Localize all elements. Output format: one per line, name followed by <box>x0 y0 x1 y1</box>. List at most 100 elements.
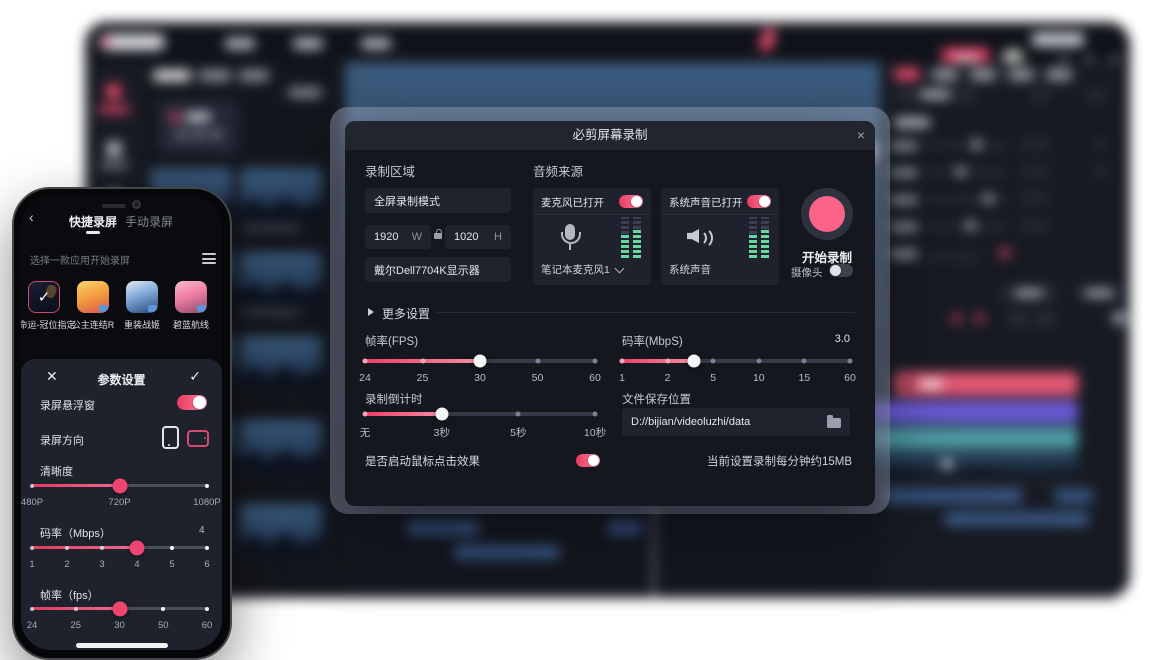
folder-icon[interactable] <box>827 415 841 428</box>
slider-tick <box>362 411 368 417</box>
slider-tick-label: 1 <box>619 372 625 384</box>
save-path-field[interactable]: D://bijian/videoluzhi/data <box>622 408 850 436</box>
slider-tick-label: 10 <box>752 372 765 384</box>
record-mode-select[interactable]: 全屏录制模式 <box>365 188 511 213</box>
tab-manual-record[interactable]: 手动录屏 <box>124 215 174 229</box>
slider-tick <box>535 358 540 364</box>
slider-thumb[interactable] <box>112 478 127 493</box>
microphone-icon <box>559 224 581 254</box>
fps-slider[interactable]: 24 25 30 50 60 <box>359 354 601 384</box>
phone-fps-label: 帧率（fps） <box>40 590 99 602</box>
slider-thumb[interactable] <box>129 540 145 555</box>
bitrate-value: 3.0 <box>834 333 850 345</box>
slider-tick-label: 60 <box>201 620 213 631</box>
app-icon-azur-lane[interactable] <box>175 281 207 313</box>
phone-speaker <box>102 204 126 208</box>
app-icon-fgo[interactable]: ✓ <box>28 281 60 313</box>
more-settings-label[interactable]: 更多设置 <box>382 307 431 321</box>
slider-tick <box>362 358 368 364</box>
display-value: 戴尔Dell7704K显示器 <box>374 264 480 277</box>
height-unit: H <box>494 231 502 243</box>
screen-record-dialog: 必剪屏幕录制 × 录制区域 全屏录制模式 1920 W 1020 H 戴尔Del… <box>345 121 875 506</box>
audio-clip <box>455 545 560 559</box>
slider-tick <box>847 358 853 364</box>
dialog-titlebar <box>345 121 875 150</box>
mouse-effect-label: 是否启动鼠标点击效果 <box>365 456 480 468</box>
system-sound-toggle[interactable] <box>747 195 771 208</box>
app-label: 重装战姬 <box>123 320 161 330</box>
app-icon-final-gear[interactable] <box>126 281 158 313</box>
slider-tick <box>65 545 69 550</box>
mic-toggle[interactable] <box>619 195 643 208</box>
slider-thumb[interactable] <box>473 354 487 368</box>
phone-fps-slider[interactable]: 24 25 30 50 60 <box>27 601 212 632</box>
phone-bitrate-slider[interactable]: 1 2 3 4 5 6 <box>29 540 210 571</box>
mic-level-meter <box>621 216 641 258</box>
slider-tick <box>205 545 209 550</box>
float-window-toggle[interactable] <box>177 395 207 410</box>
close-icon[interactable]: ✕ <box>46 368 58 384</box>
mic-device-dropdown[interactable]: 笔记本麦克风1 <box>541 262 625 277</box>
start-record-button[interactable] <box>801 188 853 240</box>
close-icon[interactable]: × <box>856 127 865 143</box>
chevron-down-icon <box>614 263 625 274</box>
slider-tick-label: 6 <box>204 559 210 570</box>
slider-tick-label: 50 <box>531 372 544 384</box>
slider-tick-label: 1080P <box>193 497 221 508</box>
slider-tick-label: 24 <box>359 372 371 384</box>
choose-app-hint: 选择一款应用开始录屏 <box>30 256 130 267</box>
orientation-portrait-icon[interactable] <box>162 426 179 449</box>
slider-tick <box>592 411 598 417</box>
orientation-landscape-icon[interactable] <box>187 430 209 447</box>
tab-quick-record[interactable]: 快捷录屏 <box>68 215 118 229</box>
slider-tick-label: 2 <box>64 559 70 570</box>
slider-tick-label: 720P <box>108 497 131 508</box>
audio-clip <box>408 521 479 535</box>
app-badge <box>99 305 108 312</box>
countdown-label: 录制倒计时 <box>365 394 423 406</box>
save-path-label: 文件保存位置 <box>622 394 691 406</box>
display-select[interactable]: 戴尔Dell7704K显示器 <box>365 257 511 282</box>
timeline-track-purple <box>862 401 1078 423</box>
slider-thumb[interactable] <box>435 407 449 421</box>
slider-thumb[interactable] <box>112 601 127 616</box>
confirm-icon[interactable]: ✓ <box>189 368 201 384</box>
record-dot <box>809 196 845 232</box>
system-status-label: 系统声音已打开 <box>669 197 743 209</box>
size-note: 当前设置录制每分钟约15MB <box>706 456 852 468</box>
timeline-track-teal <box>862 427 1078 449</box>
slider-tick <box>592 358 598 364</box>
slider-tick-label: 1 <box>29 559 35 570</box>
slider-tick <box>100 545 104 550</box>
slider-thumb[interactable] <box>687 354 701 368</box>
camera-toggle[interactable] <box>829 264 853 277</box>
bitrate-slider[interactable]: 1 2 5 10 15 60 <box>619 354 856 384</box>
back-icon[interactable]: ‹ <box>29 209 34 225</box>
slider-tick-label: 3秒 <box>433 427 450 439</box>
expand-triangle-icon[interactable] <box>368 308 374 316</box>
clarity-label: 清晰度 <box>40 466 73 478</box>
audio-source-label: 音频来源 <box>533 165 584 179</box>
app-label: 命运-冠位指定 <box>21 320 76 330</box>
width-field[interactable]: 1920 W <box>365 225 431 249</box>
height-field[interactable]: 1020 H <box>445 225 511 249</box>
float-window-label: 录屏悬浮窗 <box>40 400 95 412</box>
slider-tick-label: 30 <box>474 372 486 384</box>
slider-tick <box>515 411 521 417</box>
countdown-slider[interactable]: 无 3秒 5秒 10秒 <box>360 407 606 439</box>
slider-tick-label: 5 <box>710 372 717 384</box>
menu-icon[interactable] <box>202 253 216 267</box>
app-icon-princess-connect[interactable] <box>77 281 109 313</box>
clarity-slider[interactable]: 480P 720P 1080P <box>21 478 221 509</box>
system-device-value: 系统声音 <box>669 264 711 276</box>
phone-screen: ‹ 快捷录屏 手动录屏 选择一款应用开始录屏 ✓ 命运-冠位指定 公主连结R 重… <box>21 196 222 650</box>
width-value: 1920 <box>374 231 399 243</box>
lock-icon[interactable] <box>434 229 442 239</box>
record-area-label: 录制区域 <box>365 165 416 179</box>
mouse-effect-toggle[interactable] <box>576 454 600 467</box>
playhead <box>653 500 655 598</box>
slider-tick <box>30 483 34 488</box>
settings-sheet: ✕ 参数设置 ✓ 录屏悬浮窗 录屏方向 清晰度 480P 720P 1080P 码率… <box>21 359 222 650</box>
slider-tick-label: 5秒 <box>510 427 527 439</box>
